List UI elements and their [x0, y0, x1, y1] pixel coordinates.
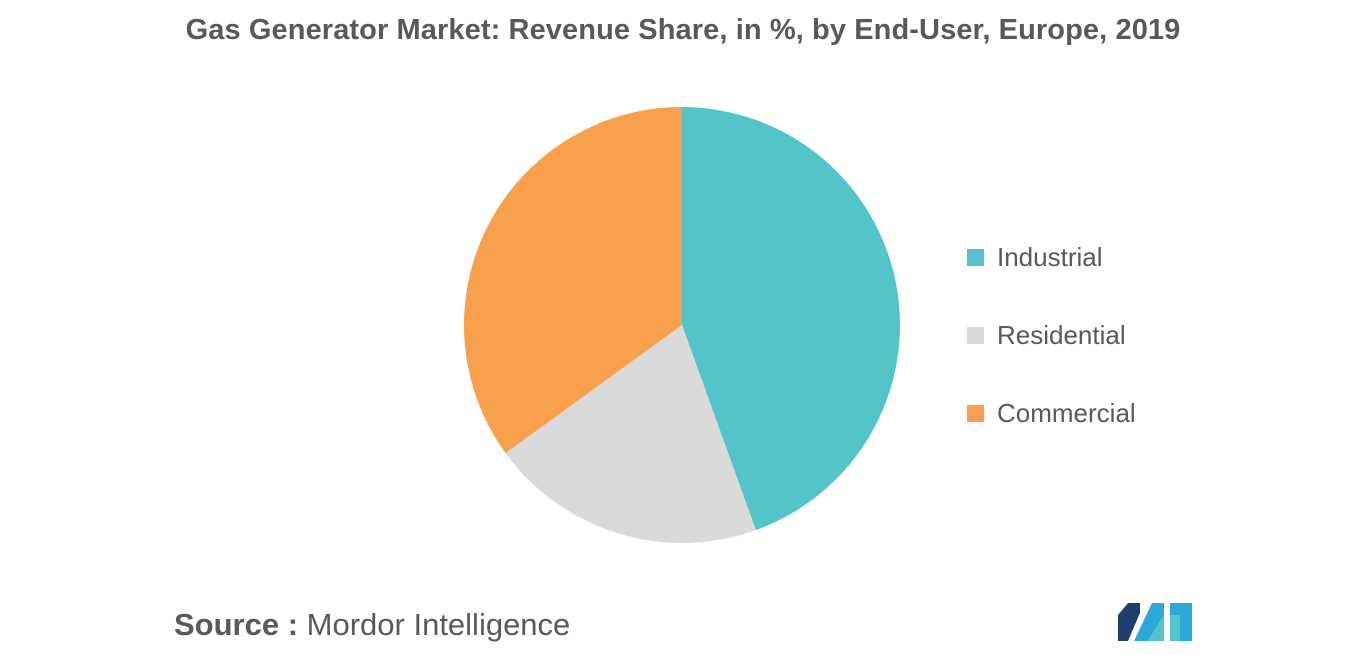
- legend-item-industrial: Industrial: [967, 218, 1136, 296]
- legend: Industrial Residential Commercial: [967, 230, 1136, 452]
- legend-item-commercial: Commercial: [967, 374, 1136, 452]
- pie-slice-commercial: [463, 106, 682, 454]
- logo-shape-left: [1118, 603, 1140, 641]
- legend-swatch-residential: [967, 326, 984, 344]
- legend-swatch-industrial: [967, 248, 984, 266]
- source-credit: Source : Mordor Intelligence: [174, 607, 570, 643]
- legend-swatch-commercial: [967, 404, 984, 422]
- pie-slice-industrial: [682, 107, 900, 531]
- pie-slice-residential: [505, 325, 756, 543]
- logo-shape-mid2: [1148, 615, 1164, 641]
- legend-item-residential: Residential: [967, 296, 1136, 374]
- legend-label-residential: Residential: [997, 319, 1126, 350]
- legend-label-commercial: Commercial: [997, 397, 1136, 428]
- logo-shape-right2: [1170, 615, 1180, 641]
- legend-label-industrial: Industrial: [997, 241, 1103, 272]
- mordor-intelligence-logo: [1118, 603, 1192, 641]
- source-label: Source :: [174, 607, 299, 642]
- logo-shape-mid: [1134, 603, 1164, 641]
- chart-title: Gas Generator Market: Revenue Share, in …: [185, 14, 1181, 46]
- source-value: Mordor Intelligence: [306, 607, 571, 642]
- logo-shape-right: [1170, 603, 1192, 641]
